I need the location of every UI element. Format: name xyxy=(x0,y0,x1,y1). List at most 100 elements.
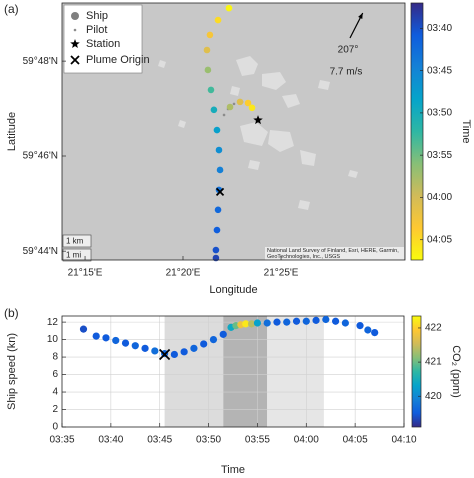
data-point xyxy=(322,315,330,324)
x-tick-label: 04:10 xyxy=(391,435,416,446)
colorbar-tick-label: 03:45 xyxy=(427,65,452,76)
data-point xyxy=(141,344,149,352)
x-tick-label: 03:50 xyxy=(196,435,221,446)
pilot-point xyxy=(222,113,226,117)
legend-symbol xyxy=(73,28,77,32)
data-point xyxy=(263,319,271,327)
colorbar-tick-label: 04:05 xyxy=(427,234,452,245)
data-point xyxy=(292,317,301,325)
ship-point xyxy=(216,166,224,174)
panel-label: (b) xyxy=(4,306,19,320)
data-point xyxy=(79,325,88,333)
data-point xyxy=(180,348,188,356)
shaded-region xyxy=(223,316,268,427)
ship-point xyxy=(203,46,211,54)
colorbar-tick-label: 421 xyxy=(425,357,442,368)
data-point xyxy=(92,332,100,340)
colorbar xyxy=(411,315,422,428)
wind-direction: 207° xyxy=(338,45,359,56)
axes-frame xyxy=(61,315,405,428)
legend-symbol xyxy=(71,12,79,20)
x-tick-label: 04:00 xyxy=(294,435,319,446)
x-tick-label: 03:45 xyxy=(147,435,172,446)
islands xyxy=(158,56,358,210)
data-point xyxy=(121,339,130,347)
data-point xyxy=(247,320,256,328)
x-tick-label: 21°20'E xyxy=(166,268,201,279)
shaded-region xyxy=(164,316,224,427)
ship-point xyxy=(206,31,214,39)
data-point xyxy=(356,322,364,330)
ship-point xyxy=(225,4,233,12)
attribution: GeoTechnologies, Inc., USGS xyxy=(267,254,340,260)
colorbar-tick-label: 03:40 xyxy=(427,23,452,34)
pilot-point xyxy=(232,102,236,106)
ship-point xyxy=(244,99,252,107)
scale-label: 1 km xyxy=(66,237,84,246)
ship-point xyxy=(236,98,244,106)
ship-point xyxy=(213,226,221,234)
data-point xyxy=(151,347,159,355)
data-point xyxy=(131,342,139,350)
wind-arrow-head xyxy=(358,13,363,20)
x-tick-label: 03:40 xyxy=(98,435,123,446)
colorbar-tick-label: 422 xyxy=(425,323,442,334)
legend-label: Station xyxy=(86,38,120,50)
colorbar-tick-label: 03:50 xyxy=(427,108,452,119)
data-point xyxy=(219,330,227,338)
x-tick-label: 03:55 xyxy=(245,435,270,446)
y-tick-label: 12 xyxy=(47,317,59,328)
attribution-box xyxy=(265,247,404,260)
legend-label: Plume Origin xyxy=(86,54,150,66)
data-point xyxy=(312,316,320,324)
y-tick-label: 6 xyxy=(52,369,58,380)
scale-label: 1 mi xyxy=(66,251,81,260)
data-point xyxy=(209,335,218,344)
y-tick-label: 4 xyxy=(52,387,58,398)
attribution: National Land Survey of Finland, Esri, H… xyxy=(267,248,399,254)
y-tick-label: 59°46'N xyxy=(23,151,58,162)
y-tick-label: 59°48'N xyxy=(23,56,58,67)
axes-frame xyxy=(61,2,406,261)
data-point xyxy=(302,317,310,325)
y-tick-label: 10 xyxy=(47,334,59,345)
ship-point xyxy=(207,86,215,94)
ship-point xyxy=(204,66,212,74)
colorbar-tick-label: 03:55 xyxy=(427,150,452,161)
data-point xyxy=(112,336,120,345)
data-point xyxy=(273,318,281,326)
x-axis-label: Longitude xyxy=(209,284,257,296)
ship-point xyxy=(210,106,218,114)
colorbar-label: CO₂ (ppm) xyxy=(450,345,462,398)
data-point xyxy=(170,350,178,359)
colorbar xyxy=(410,2,424,261)
colorbar-tick-label: 04:00 xyxy=(427,192,452,203)
data-point xyxy=(332,317,340,325)
x-tick-label: 21°15'E xyxy=(68,268,103,279)
ship-point xyxy=(248,104,256,112)
legend-label: Pilot xyxy=(86,24,107,36)
ship-point xyxy=(212,246,220,254)
station-marker xyxy=(253,115,263,125)
ship-point xyxy=(214,206,222,214)
x-tick-label: 04:05 xyxy=(343,435,368,446)
legend-symbol xyxy=(70,55,80,65)
x-marker xyxy=(158,348,171,361)
data-point xyxy=(253,319,262,327)
data-point xyxy=(283,318,291,326)
data-point xyxy=(102,334,110,342)
y-axis-label: Ship speed (kn) xyxy=(6,333,18,410)
data-point xyxy=(364,326,372,334)
ship-point xyxy=(215,146,223,154)
y-tick-label: 2 xyxy=(52,404,58,415)
x-tick-label: 03:35 xyxy=(49,435,74,446)
ship-point xyxy=(226,103,234,111)
ship-point xyxy=(214,16,222,24)
data-point xyxy=(190,344,198,352)
y-tick-label: 8 xyxy=(52,352,58,363)
x-tick-label: 21°25'E xyxy=(264,268,299,279)
ship-point xyxy=(213,126,221,134)
data-point xyxy=(371,329,379,337)
wind-speed: 7.7 m/s xyxy=(330,67,363,78)
data-point xyxy=(242,320,250,328)
